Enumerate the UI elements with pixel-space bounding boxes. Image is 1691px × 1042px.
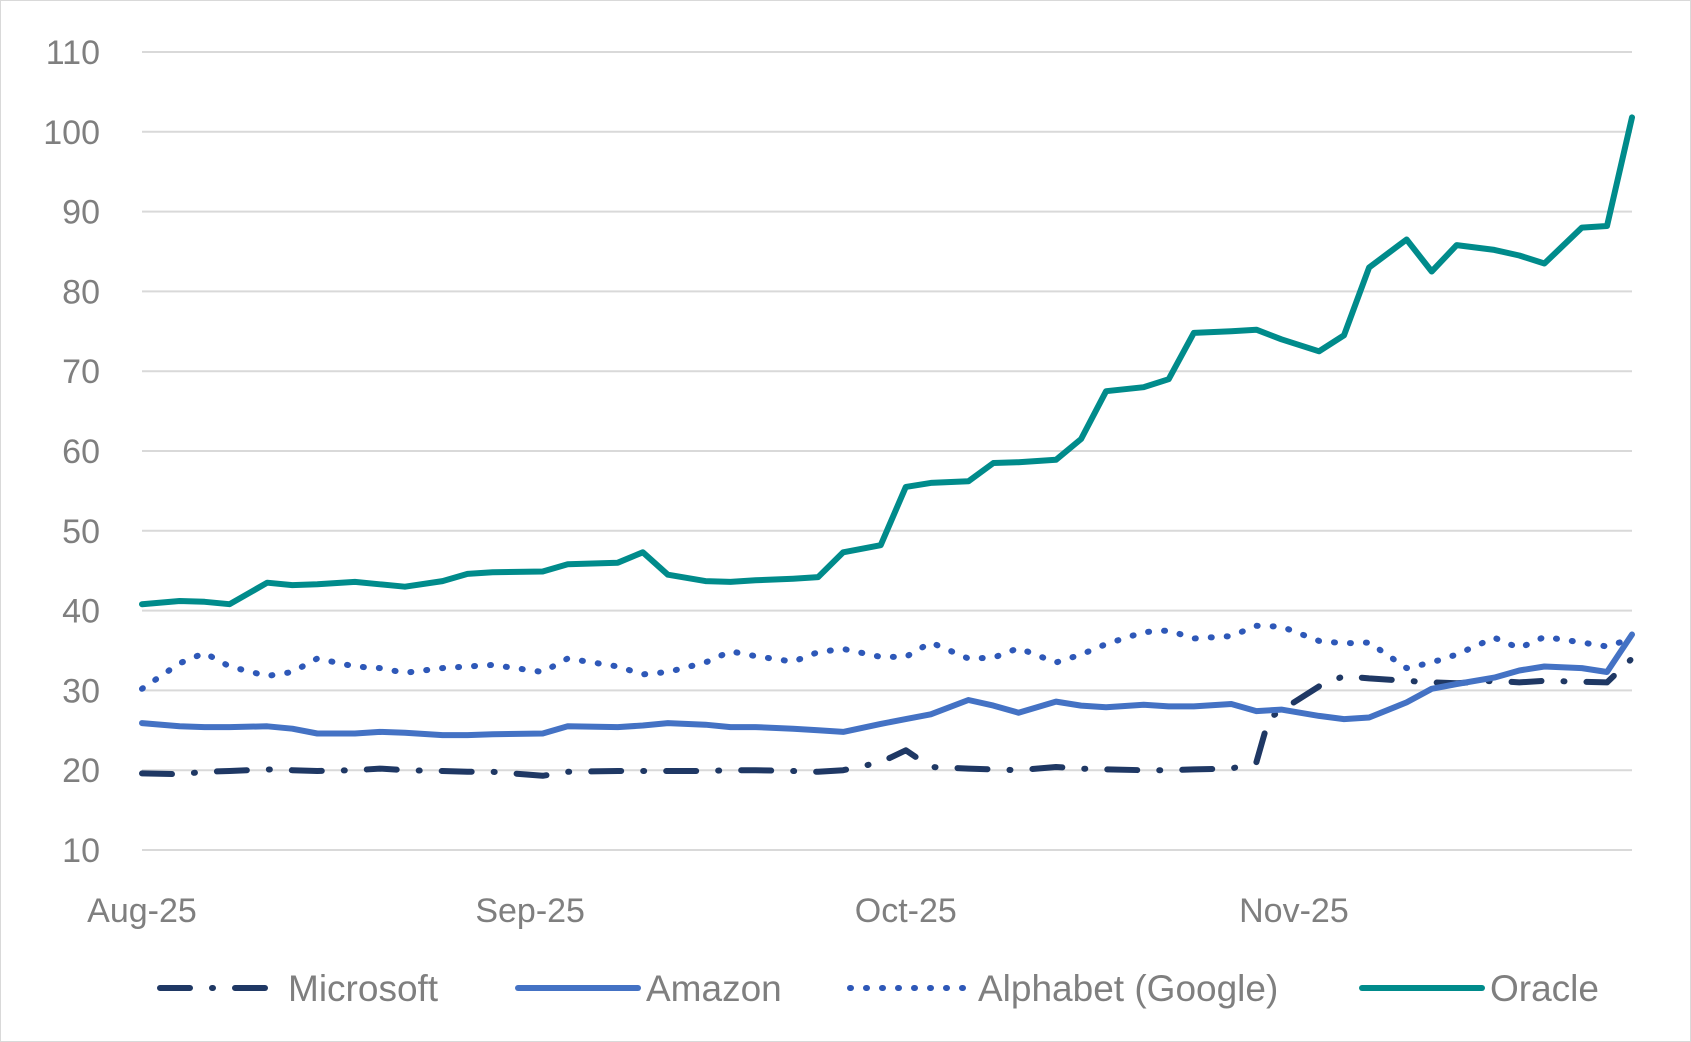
- y-tick-label: 90: [62, 194, 100, 232]
- x-tick-label: Aug-25: [87, 892, 197, 930]
- series-line-oracle: [139, 114, 1635, 608]
- y-tick-label: 50: [62, 513, 100, 551]
- legend-label: Microsoft: [288, 968, 439, 1009]
- legend-label: Alphabet (Google): [978, 968, 1278, 1009]
- y-tick-label: 40: [62, 593, 100, 631]
- x-tick-label: Sep-25: [475, 892, 585, 930]
- y-tick-label: 70: [62, 353, 100, 391]
- y-tick-label: 110: [46, 34, 100, 72]
- series-line-alphabet-google: [139, 622, 1635, 692]
- legend: Microsoft Amazon Alphabet (Google) Oracle: [157, 968, 1599, 1009]
- legend-label: Amazon: [646, 968, 782, 1009]
- x-axis-ticks: Aug-25 Sep-25 Oct-25 Nov-25: [87, 892, 1349, 930]
- y-tick-label: 100: [43, 114, 100, 152]
- series-line-microsoft: [139, 655, 1635, 779]
- y-tick-label: 30: [62, 672, 100, 710]
- y-axis-ticks: 10 20 30 40 50 60 70 80 90 100 110: [43, 34, 100, 870]
- y-tick-label: 60: [62, 433, 100, 471]
- series-line-amazon: [139, 631, 1635, 739]
- y-tick-label: 10: [62, 832, 100, 870]
- series-lines: [139, 114, 1635, 779]
- x-tick-label: Oct-25: [855, 892, 957, 930]
- x-tick-label: Nov-25: [1239, 892, 1349, 930]
- y-tick-label: 20: [62, 752, 100, 790]
- y-tick-label: 80: [62, 273, 100, 311]
- legend-label: Oracle: [1490, 968, 1599, 1009]
